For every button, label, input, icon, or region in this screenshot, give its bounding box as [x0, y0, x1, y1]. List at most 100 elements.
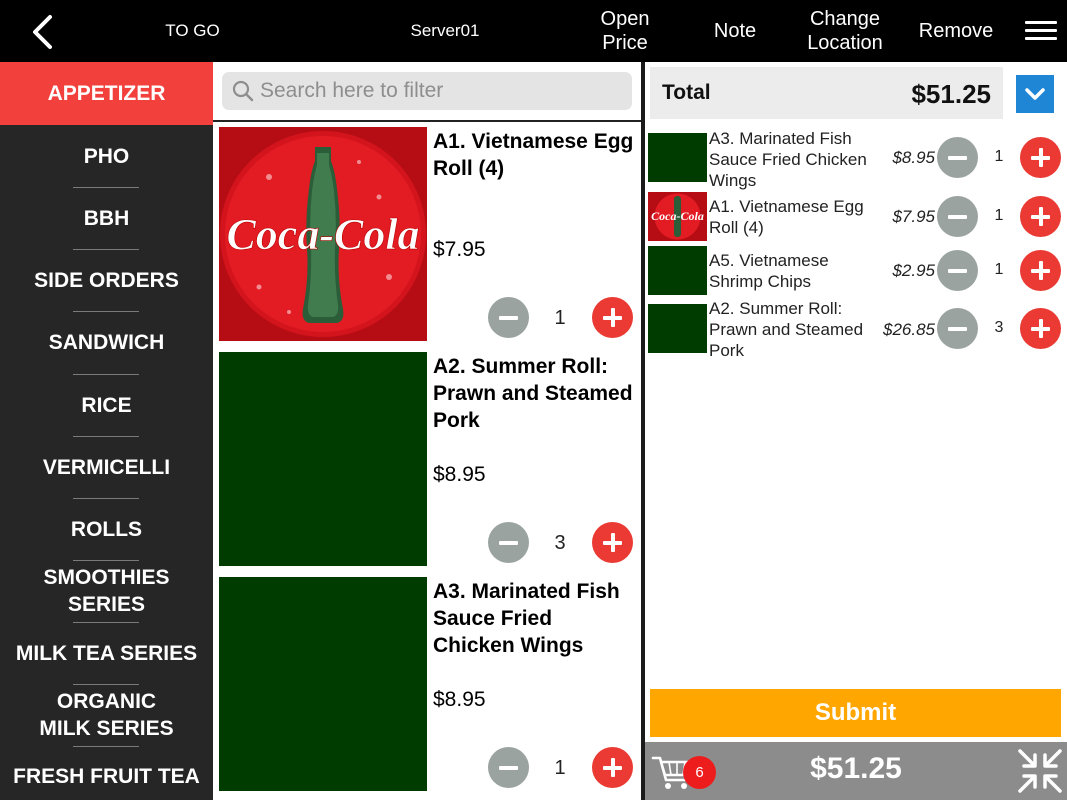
change-location-button[interactable]: Change Location [807, 8, 883, 54]
product-qty: 3 [554, 532, 566, 554]
product-price: $8.95 [433, 688, 486, 711]
search-bar[interactable] [222, 72, 632, 110]
increase-qty-button[interactable] [1020, 308, 1061, 349]
minus-icon [948, 155, 967, 160]
category-rolls[interactable]: ROLLS [0, 498, 213, 560]
order-line-qty: 1 [994, 207, 1004, 224]
category-divider [73, 249, 139, 250]
product-price: $8.95 [433, 463, 486, 486]
order-line-image [648, 246, 707, 295]
note-button[interactable]: Note [713, 20, 757, 42]
product-qty: 1 [554, 757, 566, 779]
order-line-name: A2. Summer Roll: Prawn and Steamed Pork [709, 299, 864, 360]
decrease-qty-button[interactable] [937, 250, 978, 291]
cart-button[interactable]: 6 [651, 752, 716, 792]
category-side-orders[interactable]: SIDE ORDERS [0, 249, 213, 311]
product-image: Coca-Cola [219, 127, 427, 341]
compress-icon [1018, 749, 1062, 793]
column-divider [641, 62, 645, 800]
order-type-label[interactable]: TO GO [165, 21, 220, 40]
increase-qty-button[interactable] [592, 522, 633, 563]
increase-qty-button[interactable] [1020, 137, 1061, 178]
submit-button[interactable]: Submit [650, 689, 1061, 737]
order-line-price: $7.95 [892, 207, 935, 226]
product-card[interactable]: A3. Marinated Fish Sauce Fried Chicken W… [213, 572, 641, 797]
increase-qty-button[interactable] [592, 747, 633, 788]
product-qty: 1 [554, 307, 566, 329]
category-label: APPETIZER [47, 82, 166, 105]
order-line-qty: 1 [994, 261, 1004, 278]
category-rice[interactable]: RICE [0, 374, 213, 436]
product-card[interactable]: Coca-Cola A1. Vietnamese Egg Roll (4) $7… [213, 122, 641, 347]
open-price-button[interactable]: Open Price [600, 8, 650, 54]
category-label: MILK TEA SERIES [15, 641, 198, 665]
order-line-price: $26.85 [883, 320, 935, 339]
category-vermicelli[interactable]: VERMICELLI [0, 436, 213, 498]
order-line[interactable]: A2. Summer Roll: Prawn and Steamed Pork … [645, 299, 1067, 368]
category-pho[interactable]: PHO [0, 125, 213, 187]
order-panel: Total $51.25 A3. Marinated Fish Sauce Fr… [645, 62, 1067, 800]
remove-button[interactable]: Remove [918, 20, 994, 42]
increase-qty-button[interactable] [1020, 250, 1061, 291]
order-line-qty: 1 [994, 148, 1004, 165]
order-line[interactable]: A5. Vietnamese Shrimp Chips $2.95 1 [645, 246, 1067, 300]
category-smoothies-series[interactable]: SMOOTHIES SERIES [0, 560, 213, 622]
increase-qty-button[interactable] [1020, 196, 1061, 237]
expand-dropdown-button[interactable] [1016, 75, 1054, 113]
order-line-name: A5. Vietnamese Shrimp Chips [709, 251, 829, 291]
minus-icon [499, 765, 518, 770]
category-divider [73, 498, 139, 499]
compress-button[interactable] [1017, 748, 1063, 794]
category-label: ROLLS [70, 517, 143, 541]
order-line[interactable]: Coca-Cola A1. Vietnamese Egg Roll (4) $7… [645, 192, 1067, 244]
decrease-qty-button[interactable] [937, 137, 978, 178]
category-label: SMOOTHIES SERIES [43, 566, 170, 616]
product-image [219, 577, 427, 791]
back-button[interactable] [22, 12, 62, 52]
order-line[interactable]: A3. Marinated Fish Sauce Fried Chicken W… [645, 129, 1067, 192]
category-label: PHO [83, 144, 130, 168]
top-bar: TO GO Server01 Open Price Note Change Lo… [0, 0, 1067, 62]
total-bar: Total $51.25 [650, 67, 1003, 119]
order-footer: 6 $51.25 [645, 742, 1067, 800]
category-label: SIDE ORDERS [34, 268, 179, 292]
product-name: A2. Summer Roll: Prawn and Steamed Pork [433, 355, 633, 432]
category-label: FRESH FRUIT TEA [13, 764, 200, 788]
category-milk-tea-series[interactable]: MILK TEA SERIES [0, 622, 213, 684]
search-input[interactable] [260, 79, 620, 103]
search-icon [232, 80, 254, 102]
order-line-price: $2.95 [892, 261, 935, 280]
hamburger-menu-icon[interactable] [1022, 16, 1060, 46]
product-card[interactable]: A2. Summer Roll: Prawn and Steamed Pork … [213, 347, 641, 572]
minus-icon [499, 315, 518, 320]
category-sidebar: APPETIZER PHO BBH SIDE ORDERS SANDWICH R… [0, 62, 213, 800]
category-divider [73, 311, 139, 312]
coca-cola-logo: Coca-Cola [226, 210, 419, 259]
product-list: Coca-Cola A1. Vietnamese Egg Roll (4) $7… [213, 62, 641, 800]
decrease-qty-button[interactable] [488, 522, 529, 563]
decrease-qty-button[interactable] [937, 196, 978, 237]
increase-qty-button[interactable] [592, 297, 633, 338]
decrease-qty-button[interactable] [937, 308, 978, 349]
order-line-qty: 3 [994, 319, 1004, 336]
decrease-qty-button[interactable] [488, 747, 529, 788]
total-label: Total [662, 81, 711, 104]
minus-icon [948, 268, 967, 273]
category-divider [73, 684, 139, 685]
category-divider [73, 374, 139, 375]
category-sandwich[interactable]: SANDWICH [0, 311, 213, 374]
category-fresh-fruit-tea[interactable]: FRESH FRUIT TEA [0, 746, 213, 800]
order-line-image: Coca-Cola [648, 192, 707, 241]
category-organic-milk-series[interactable]: ORGANIC MILK SERIES [0, 684, 213, 746]
total-value: $51.25 [911, 79, 991, 109]
category-appetizer[interactable]: APPETIZER [0, 62, 213, 125]
decrease-qty-button[interactable] [488, 297, 529, 338]
category-divider [73, 436, 139, 437]
category-divider [73, 746, 139, 747]
product-image [219, 352, 427, 566]
category-label: BBH [83, 206, 130, 230]
category-bbh[interactable]: BBH [0, 187, 213, 249]
server-label[interactable]: Server01 [410, 21, 480, 40]
order-line-image [648, 133, 707, 182]
order-line-name: A3. Marinated Fish Sauce Fried Chicken W… [709, 129, 867, 190]
